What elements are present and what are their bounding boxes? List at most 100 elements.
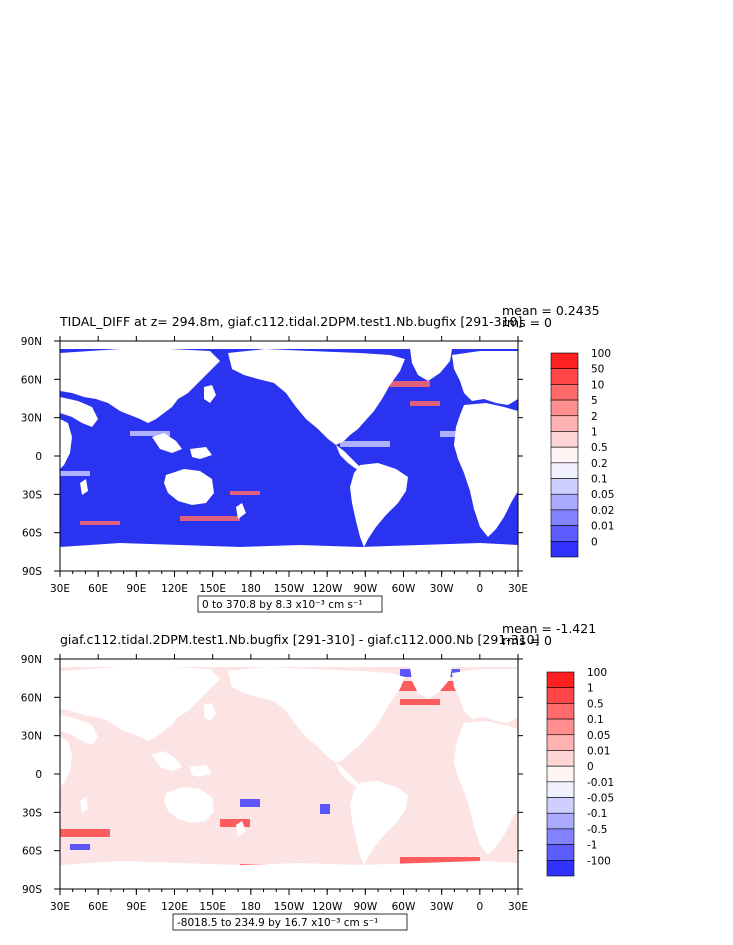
colorbar-label: 0.01 (587, 745, 610, 757)
colorbar-label: 0 (591, 536, 598, 548)
colorbar-cell (550, 525, 579, 542)
y-tick-label: 60S (22, 846, 42, 858)
y-tick-label: 60S (22, 528, 42, 540)
colorbar-label: 0.5 (591, 442, 608, 454)
x-tick-label: 60W (392, 583, 416, 595)
x-tick-label: 180 (241, 901, 261, 913)
y-tick-label: 0 (35, 451, 42, 463)
colorbar-label: -1 (587, 840, 597, 852)
x-tick-label: 0 (476, 901, 483, 913)
field-highlight (60, 829, 110, 837)
x-tick-label: 90W (353, 583, 377, 595)
chart-title: giaf.c112.tidal.2DPM.test1.Nb.bugfix [29… (60, 632, 540, 647)
colorbar-cell (550, 478, 579, 495)
field-highlight (130, 431, 170, 436)
x-tick-label: 120W (312, 583, 343, 595)
range-box (172, 913, 408, 931)
y-tick-label: 90N (21, 336, 42, 348)
x-tick-label: 120E (161, 901, 188, 913)
chart-title: TIDAL_DIFF at z= 294.8m, giaf.c112.tidal… (59, 314, 522, 329)
colorbar-cell (546, 671, 575, 688)
field-highlight (340, 441, 390, 447)
field-highlight (400, 699, 440, 705)
map-panel-2: giaf.c112.tidal.2DPM.test1.Nb.bugfix [29… (21, 621, 614, 931)
x-tick-label: 150W (274, 583, 305, 595)
colorbar-cell (546, 797, 575, 814)
map-area (59, 340, 519, 572)
mean-stat: mean = 0.2435 (502, 303, 600, 318)
x-tick-label: 30W (430, 901, 454, 913)
field-highlight (240, 799, 260, 807)
colorbar-label: 1 (587, 683, 594, 695)
colorbar-label: 1 (591, 426, 598, 438)
colorbar-cell (550, 399, 579, 417)
x-tick-label: 150E (199, 901, 226, 913)
colorbar-label: 100 (587, 667, 607, 679)
x-tick-label: 150E (199, 583, 226, 595)
colorbar-label: 0.2 (591, 458, 608, 470)
colorbar-label: -0.05 (587, 793, 614, 805)
field-highlight (70, 844, 90, 850)
colorbar-label: 0.05 (591, 489, 614, 501)
x-tick-label: 120W (312, 901, 343, 913)
colorbar-cell (550, 462, 579, 479)
y-tick-label: 30S (22, 489, 42, 501)
field-highlight (80, 521, 120, 525)
field-highlight (230, 491, 260, 495)
colorbar-cell (550, 352, 579, 369)
y-tick-label: 90N (21, 654, 42, 666)
colorbar-label: 10 (591, 379, 604, 391)
colorbar-cell (550, 368, 579, 385)
colorbar-cell (550, 446, 579, 464)
x-tick-label: 120E (161, 583, 188, 595)
colorbar-cell (546, 750, 575, 767)
colorbar-cell (546, 844, 575, 861)
colorbar-cell (546, 765, 575, 783)
y-tick-label: 60N (21, 692, 42, 704)
field-highlight (390, 381, 430, 387)
colorbar-label: 0 (587, 761, 594, 773)
map-area (59, 658, 519, 890)
y-tick-label: 0 (35, 769, 42, 781)
colorbar-label: 2 (591, 411, 598, 423)
colorbar-cell (550, 509, 579, 526)
colorbar-cell (546, 734, 575, 751)
range-label: -8018.5 to 234.9 by 16.7 x10⁻³ cm s⁻¹ (177, 917, 378, 929)
colorbar-label: 0.1 (591, 474, 608, 486)
colorbar-label: 100 (591, 348, 611, 360)
y-tick-label: 90S (22, 566, 42, 578)
x-tick-label: 60W (392, 901, 416, 913)
x-tick-label: 60E (88, 583, 108, 595)
colorbar-cell (546, 860, 575, 877)
colorbar-cell (546, 781, 575, 798)
x-tick-label: 150W (274, 901, 305, 913)
field-highlight (180, 516, 240, 521)
colorbar-label: -0.1 (587, 808, 608, 820)
x-tick-label: 60E (88, 901, 108, 913)
field-highlight (220, 819, 250, 827)
x-tick-label: 30E (508, 583, 528, 595)
colorbar-cell (550, 431, 579, 448)
colorbar-label: -0.5 (587, 824, 608, 836)
x-tick-label: 0 (476, 583, 483, 595)
x-tick-label: 30W (430, 583, 454, 595)
y-tick-label: 90S (22, 884, 42, 896)
field-highlight (320, 804, 330, 814)
colorbar-cell (546, 703, 575, 720)
colorbar-label: 0.1 (587, 714, 604, 726)
colorbar-cell (546, 718, 575, 736)
colorbar-label: -100 (587, 855, 611, 867)
colorbar-cell (550, 415, 579, 432)
y-tick-label: 30N (21, 413, 42, 425)
colorbar-cell (546, 687, 575, 704)
x-tick-label: 30E (50, 583, 70, 595)
range-box (197, 595, 383, 613)
x-tick-label: 90W (353, 901, 377, 913)
colorbar-label: 0.5 (587, 698, 604, 710)
field-highlight (410, 401, 440, 406)
x-tick-label: 90E (126, 901, 146, 913)
y-tick-label: 60N (21, 374, 42, 386)
colorbar-label: 0.05 (587, 730, 610, 742)
x-tick-label: 30E (508, 901, 528, 913)
